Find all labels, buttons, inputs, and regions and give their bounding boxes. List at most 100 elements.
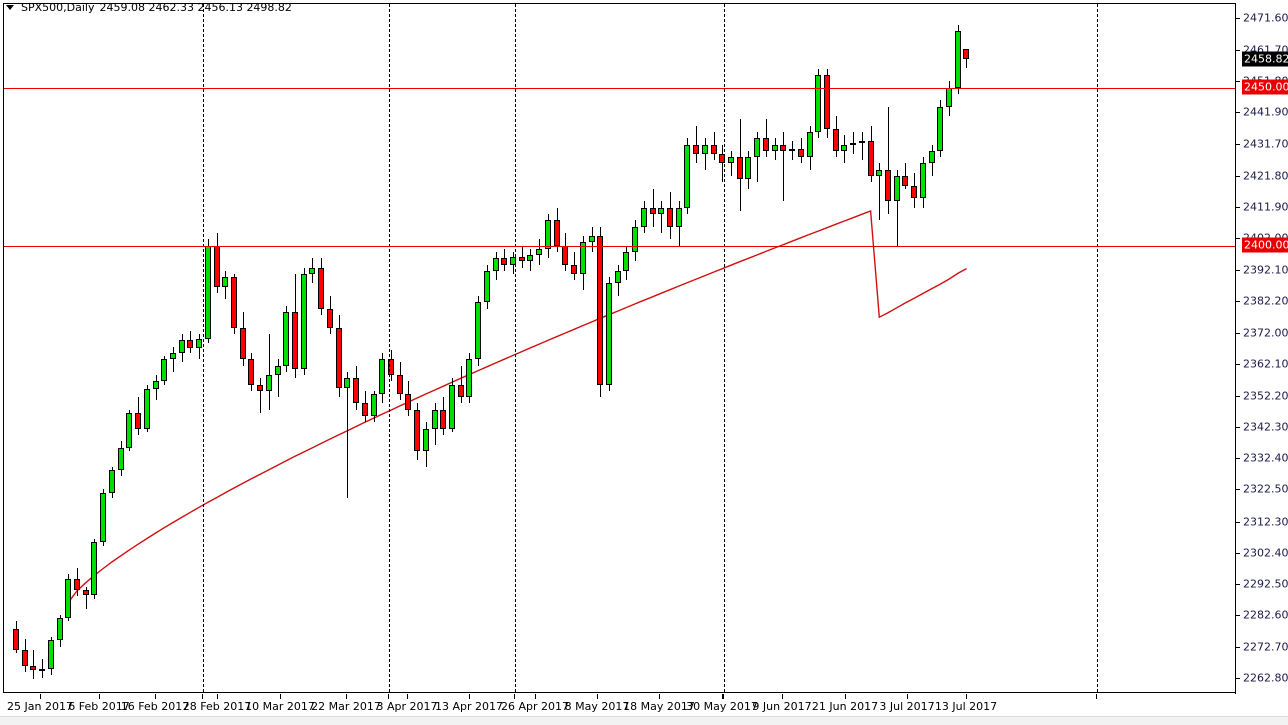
- price-axis-tick: [1236, 426, 1240, 428]
- price-axis-label: 2312.30: [1243, 515, 1288, 529]
- candle-body: [483, 270, 490, 303]
- candle-body: [841, 144, 848, 151]
- time-axis-tick: [407, 694, 408, 699]
- price-level-line[interactable]: [4, 87, 1235, 89]
- candle-body: [954, 30, 961, 88]
- candle-body: [309, 267, 316, 274]
- candle-body: [248, 359, 255, 385]
- time-axis-tick: [155, 694, 156, 699]
- candle-body: [361, 403, 368, 417]
- candle-body: [196, 338, 203, 349]
- candle-wick: [705, 138, 706, 170]
- candle-body: [858, 141, 865, 144]
- candle-body: [231, 277, 237, 328]
- price-axis-label: 2282.60: [1243, 608, 1288, 622]
- price-axis-tick: [1236, 333, 1240, 334]
- candle-body: [754, 138, 761, 158]
- price-axis-tick: [1236, 81, 1240, 82]
- price-axis-label: 2332.40: [1243, 451, 1288, 465]
- time-axis-tick: [202, 694, 203, 699]
- candle-body: [414, 409, 421, 451]
- candle-body: [885, 169, 891, 202]
- price-level-tag[interactable]: 2450.00: [1242, 79, 1288, 95]
- candle-body: [780, 144, 787, 151]
- candle-body: [431, 409, 438, 429]
- candle-body: [527, 255, 534, 262]
- candle-body: [30, 665, 37, 671]
- candle-body: [588, 236, 595, 243]
- time-axis-tick: [722, 694, 723, 699]
- price-axis-tick: [1236, 112, 1240, 114]
- time-axis-label: 8 May 2017: [564, 700, 630, 713]
- symbol-info-bar[interactable]: SPX500,Daily 2459.08 2462.33 2456.13 249…: [6, 1, 292, 14]
- candle-wick: [33, 649, 34, 679]
- time-axis-label: 25 Jan 2017: [7, 700, 73, 713]
- time-axis-tick: [346, 694, 347, 699]
- candle-body: [135, 412, 142, 429]
- time-axis-label: 13 Jul 2017: [934, 700, 998, 713]
- time-axis[interactable]: 25 Jan 2017 6 Feb 2017 16 Feb 2017 28 Feb 2…: [3, 694, 1288, 724]
- price-axis-tick: [1236, 584, 1240, 586]
- candle-body: [605, 283, 612, 385]
- time-axis-label: 28 Feb 2017: [182, 700, 252, 713]
- time-axis-tick: [388, 694, 389, 699]
- time-axis-tick: [514, 694, 515, 699]
- candle-body: [571, 264, 578, 274]
- candle-body: [675, 207, 682, 227]
- candle-body: [937, 106, 944, 151]
- price-axis-tick: [1236, 175, 1240, 177]
- candle-body: [74, 578, 81, 590]
- price-axis-tick: [1236, 49, 1240, 51]
- candle-wick: [42, 659, 43, 679]
- candle-wick: [269, 334, 270, 410]
- caret-down-icon[interactable]: [6, 5, 14, 10]
- plot-inner: [4, 4, 1235, 692]
- candle-body: [152, 381, 159, 390]
- horizontal-scrollbar[interactable]: [0, 716, 1288, 725]
- time-axis-label: 16 Feb 2017: [120, 700, 190, 713]
- candle-body: [649, 207, 656, 214]
- price-axis-tick: [1236, 521, 1240, 523]
- candle-body: [204, 245, 211, 339]
- candle-body: [501, 258, 508, 265]
- candle-body: [771, 144, 778, 151]
- candle-body: [701, 144, 708, 154]
- candle-body: [108, 469, 115, 494]
- candle-body: [832, 128, 839, 151]
- candle-body: [823, 75, 830, 129]
- candle-body: [169, 352, 176, 360]
- candle-body: [161, 359, 168, 382]
- candle-body: [579, 242, 586, 274]
- price-axis-tick: [1236, 458, 1240, 460]
- candle-body: [65, 578, 72, 619]
- price-axis-tick: [1236, 677, 1240, 679]
- candle-body: [39, 668, 46, 671]
- candle-body: [82, 589, 89, 595]
- candle-body: [667, 207, 673, 227]
- candle-body: [928, 150, 935, 164]
- candle-body: [353, 378, 360, 404]
- time-axis-label: 3 Jul 2017: [879, 700, 935, 713]
- candle-body: [326, 308, 333, 328]
- candle-body: [911, 185, 918, 199]
- candle-wick: [86, 586, 87, 609]
- candle-body: [440, 409, 447, 429]
- candle-body: [126, 412, 133, 448]
- candle-body: [100, 493, 107, 543]
- price-axis-tick: [1236, 364, 1240, 366]
- candle-wick: [783, 131, 784, 202]
- time-axis-tick: [280, 694, 281, 699]
- time-axis-tick: [782, 694, 783, 699]
- price-axis-label: 2431.70: [1243, 137, 1288, 151]
- candle-body: [536, 248, 543, 256]
- vertical-gridline: [1097, 4, 1098, 692]
- price-axis-label: 2322.50: [1243, 482, 1288, 496]
- candle-body: [178, 340, 185, 353]
- price-level-line[interactable]: [4, 245, 1235, 247]
- price-plot-area[interactable]: [3, 3, 1235, 693]
- price-axis-tick: [1236, 300, 1240, 302]
- price-axis-label: 2471.60: [1243, 11, 1288, 25]
- price-level-tag[interactable]: 2400.00: [1242, 237, 1288, 253]
- price-axis[interactable]: 2471.602461.702451.802441.902431.702421.…: [1235, 3, 1288, 694]
